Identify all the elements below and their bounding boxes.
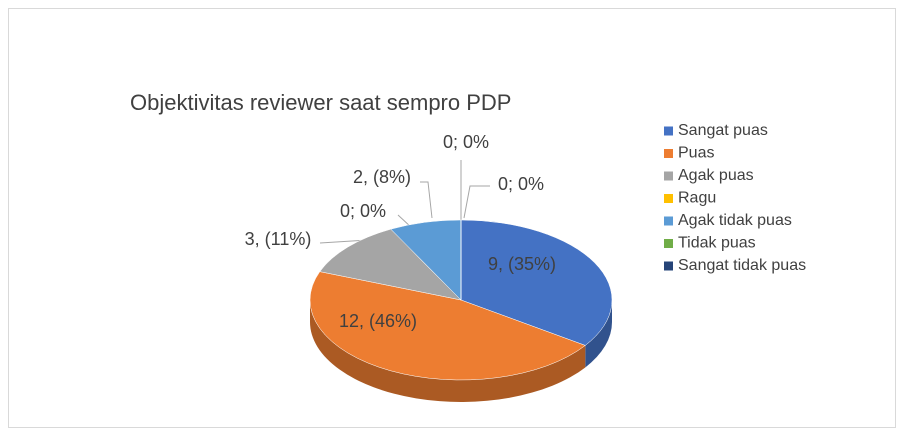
legend-swatch — [664, 194, 673, 203]
data-label: 3, (11%) — [245, 229, 312, 249]
legend-label: Agak tidak puas — [678, 212, 792, 229]
data-label: 0; 0% — [443, 132, 489, 152]
legend-swatch — [664, 239, 673, 248]
pie-side — [310, 300, 586, 402]
pie-slice — [460, 219, 613, 346]
pie-slice — [309, 271, 586, 381]
data-label: 2, (8%) — [353, 167, 411, 187]
legend-label: Ragu — [678, 190, 716, 207]
legend-label: Sangat tidak puas — [678, 257, 806, 274]
legend-swatch — [664, 126, 673, 136]
data-label: 0; 0% — [340, 201, 386, 221]
legend-label: Agak puas — [678, 167, 754, 184]
pie-slice — [319, 228, 462, 301]
pie-side — [585, 300, 612, 368]
legend-label: Sangat puas — [678, 122, 768, 139]
legend-swatch — [664, 149, 673, 158]
data-label: 9, (35%) — [488, 254, 556, 274]
data-label: 0; 0% — [498, 174, 544, 194]
data-label: 12, (46%) — [339, 311, 417, 331]
legend-swatch — [664, 261, 673, 271]
legend-swatch — [664, 171, 673, 181]
legend-swatch — [664, 216, 673, 226]
chart-title: Objektivitas reviewer saat sempro PDP — [130, 90, 511, 115]
legend-label: Tidak puas — [678, 235, 756, 252]
legend-label: Puas — [678, 145, 714, 162]
